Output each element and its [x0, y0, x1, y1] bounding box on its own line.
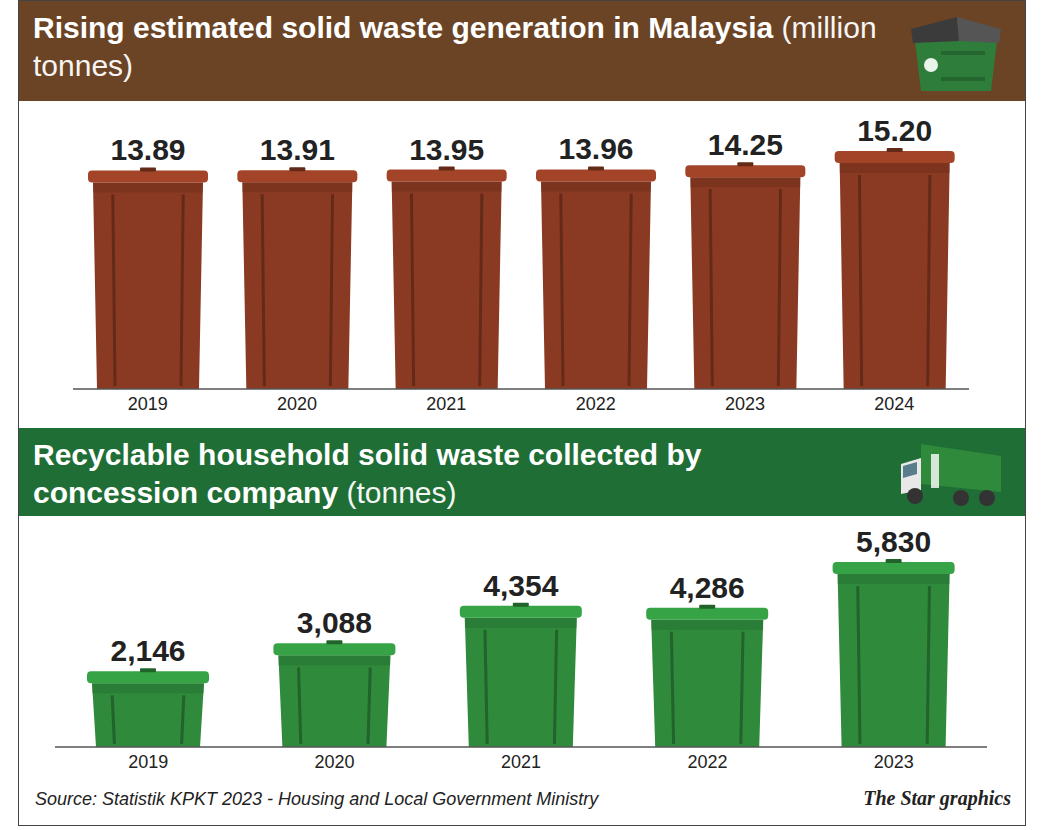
html-text:Source: Statistik KPKT 2023 -: Source: Statistik KPKT 2023 - Housing an…: [35, 789, 599, 809]
svg-text:2023: 2023: [725, 394, 765, 414]
svg-text:2,146: 2,146: [110, 634, 185, 667]
svg-text:2020: 2020: [277, 394, 317, 414]
svg-text:2019: 2019: [128, 394, 168, 414]
html-text:The Star graphics: The Star graphics: [863, 787, 1011, 809]
svg-text:4,354: 4,354: [483, 569, 558, 602]
html-text:Recyclable household solid was: Recyclable household solid waste collect…: [33, 438, 702, 509]
svg-text:2019: 2019: [128, 752, 168, 772]
svg-text:2021: 2021: [501, 752, 541, 772]
svg-text:14.25: 14.25: [708, 128, 783, 161]
svg-text:2022: 2022: [687, 752, 727, 772]
svg-text:13.96: 13.96: [558, 132, 633, 165]
svg-text:4,286: 4,286: [670, 571, 745, 604]
html-text:Rising estimated solid waste g: Rising estimated solid waste generation …: [33, 11, 877, 82]
svg-text:13.95: 13.95: [409, 133, 484, 166]
svg-text:2021: 2021: [426, 394, 466, 414]
svg-text:13.91: 13.91: [260, 133, 335, 166]
svg-text:2023: 2023: [874, 752, 914, 772]
svg-text:2022: 2022: [576, 394, 616, 414]
svg-text:15.20: 15.20: [857, 114, 932, 147]
svg-text:2020: 2020: [315, 752, 355, 772]
svg-text:5,830: 5,830: [856, 525, 931, 558]
svg-text:2024: 2024: [874, 394, 914, 414]
svg-text:3,088: 3,088: [297, 606, 372, 639]
svg-text:13.89: 13.89: [110, 133, 185, 166]
